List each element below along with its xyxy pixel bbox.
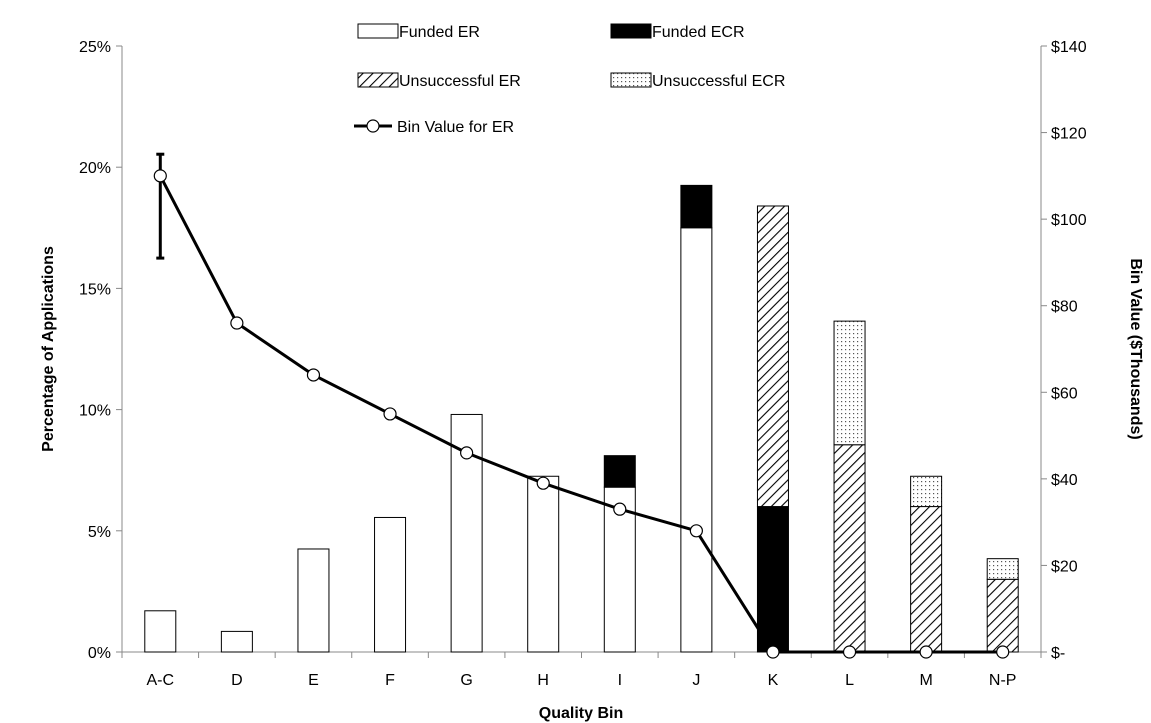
x-tick-label: K (768, 672, 779, 689)
left-tick-label: 0% (88, 645, 111, 662)
right-tick-label: $60 (1051, 385, 1078, 402)
bar-segment (910, 506, 943, 653)
x-tick-label: L (845, 672, 854, 689)
x-tick-label: F (385, 672, 395, 689)
bin-value-line (158, 175, 1003, 654)
left-tick-label: 5% (88, 524, 111, 541)
left-tick-label: 20% (79, 160, 111, 177)
right-tick-label: $20 (1051, 558, 1078, 575)
bin-value-point (766, 645, 780, 659)
legend-swatch-funded-ecr (610, 23, 652, 39)
legend-label-funded-er: Funded ER (399, 24, 480, 41)
bar-segment (680, 227, 713, 653)
bars (144, 184, 1019, 653)
bar-segment (297, 548, 330, 653)
right-tick-label: $140 (1051, 39, 1087, 56)
x-tick-label: G (460, 672, 472, 689)
x-tick-label: M (919, 672, 932, 689)
bar-segment (756, 205, 789, 508)
bin-value-point (536, 476, 550, 490)
bar-segment (374, 516, 407, 653)
legend-label-unsuccessful-er: Unsuccessful ER (399, 73, 521, 90)
line-layer (153, 152, 1010, 659)
bar-segment (986, 558, 1019, 580)
left-tick-label: 15% (79, 281, 111, 298)
bin-value-point (689, 524, 703, 538)
bar-segment (756, 506, 789, 653)
left-tick-label: 10% (79, 403, 111, 420)
legend-swatch-unsuccessful-ecr (610, 72, 652, 88)
x-tick-label: E (308, 672, 319, 689)
x-tick-label: A-C (147, 672, 175, 689)
bar-segment (527, 475, 560, 653)
legend-label-bin-value: Bin Value for ER (397, 119, 514, 136)
right-tick-label: $- (1051, 645, 1065, 662)
right-tick-label: $100 (1051, 212, 1087, 229)
x-tick-label: N-P (989, 672, 1017, 689)
legend: Funded ER Funded ECR Unsuccessful ER Uns… (354, 23, 785, 136)
x-ticks: A-C D E F G H I J K L M N-P (121, 652, 1042, 689)
legend-label-funded-ecr: Funded ECR (652, 24, 745, 41)
legend-swatch-unsuccessful-er (357, 72, 399, 88)
bar-segment (986, 578, 1019, 653)
bin-value-point (460, 446, 474, 460)
x-tick-label: I (618, 672, 622, 689)
bin-value-point (842, 645, 857, 659)
right-tick-label: $120 (1051, 126, 1087, 143)
bar-segment (680, 184, 713, 229)
bin-value-point (996, 645, 1010, 659)
right-tick-label: $80 (1051, 299, 1078, 316)
legend-swatch-funded-er (357, 23, 399, 39)
x-axis-title: Quality Bin (539, 705, 623, 722)
legend-marker-bin-value (366, 119, 380, 133)
left-ticks: 0% 5% 10% 15% 20% 25% (79, 39, 122, 662)
x-tick-label: H (537, 672, 549, 689)
right-tick-label: $40 (1051, 472, 1078, 489)
bar-segment (603, 455, 636, 488)
bin-value-point (613, 502, 627, 516)
bin-value-point (230, 316, 244, 330)
bin-value-point (153, 169, 167, 183)
bar-segment (144, 610, 177, 653)
bar-segment (910, 475, 943, 508)
bin-value-point (306, 368, 321, 382)
left-tick-label: 25% (79, 39, 111, 56)
bar-segment (220, 630, 253, 653)
axes (121, 46, 1042, 653)
bar-segment (833, 320, 866, 446)
bin-value-point (383, 407, 397, 421)
x-tick-label: J (692, 672, 700, 689)
legend-label-unsuccessful-ecr: Unsuccessful ECR (652, 73, 785, 90)
x-tick-label: D (231, 672, 243, 689)
right-ticks: $- $20 $40 $60 $80 $100 $120 $140 (1041, 39, 1087, 662)
bar-segment (833, 444, 866, 653)
y2-axis-title: Bin Value ($Thousands) (1127, 258, 1144, 439)
bin-value-point (919, 645, 933, 659)
y-axis-title: Percentage of Applications (40, 246, 57, 452)
